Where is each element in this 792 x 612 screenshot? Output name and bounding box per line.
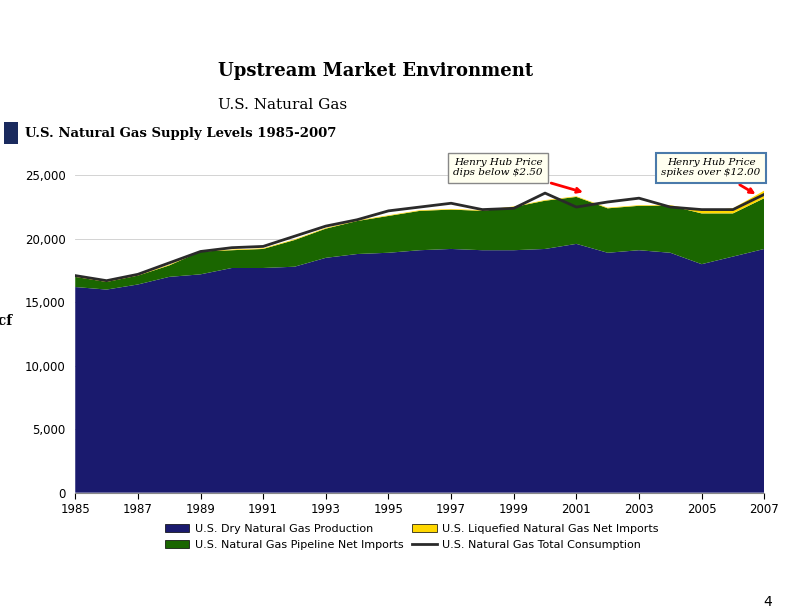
Text: U.S. Natural Gas: U.S. Natural Gas bbox=[218, 99, 347, 113]
Text: Henry Hub Price
dips below $2.50: Henry Hub Price dips below $2.50 bbox=[453, 158, 580, 192]
FancyBboxPatch shape bbox=[4, 122, 18, 144]
Legend: U.S. Dry Natural Gas Production, U.S. Natural Gas Pipeline Net Imports, U.S. Liq: U.S. Dry Natural Gas Production, U.S. Na… bbox=[165, 524, 659, 550]
Y-axis label: Bcf: Bcf bbox=[0, 315, 13, 328]
Text: Henry Hub Price
spikes over $12.00: Henry Hub Price spikes over $12.00 bbox=[661, 158, 760, 193]
Text: U.S. Natural Gas Supply Levels 1985-2007: U.S. Natural Gas Supply Levels 1985-2007 bbox=[25, 127, 337, 140]
Text: 4: 4 bbox=[763, 595, 772, 609]
Text: Source: Energy Information Administration (EIA): Source: Energy Information Administratio… bbox=[238, 595, 421, 603]
Text: Upstream Market Environment: Upstream Market Environment bbox=[218, 62, 533, 80]
